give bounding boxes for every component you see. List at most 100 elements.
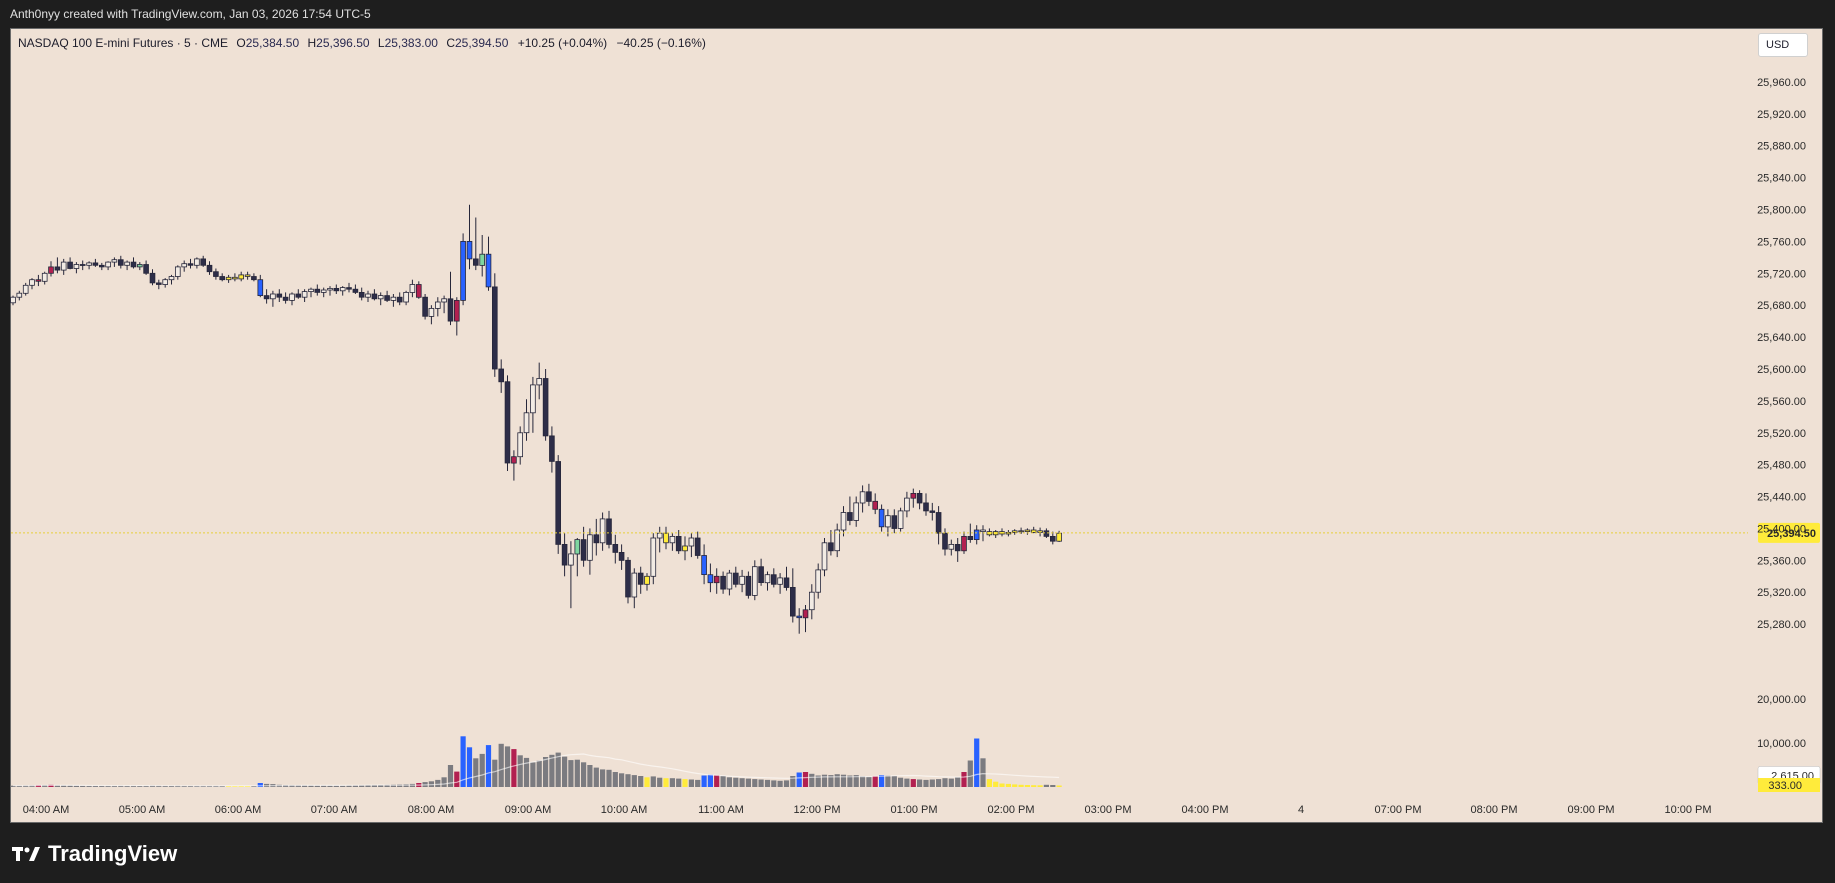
candle-body [942,532,948,550]
volume-bar [860,776,866,787]
time-tick-label: 03:00 PM [1084,804,1131,816]
change-total: −40.25 (−0.16%) [616,36,706,50]
candle-body [35,279,42,282]
candle-body [333,287,340,292]
candle-body [118,259,124,266]
volume-bar [745,778,751,787]
candle-body [568,553,574,566]
candle-body [60,261,67,271]
price-tick-label: 25,880.00 [1757,141,1806,153]
volume-bar [669,778,675,787]
volume-bar [384,784,390,787]
candle-body [973,529,980,541]
volume-bar [435,779,441,787]
volume-ma-line [13,753,1060,787]
volume-bar [929,779,935,787]
volume-bar [847,775,853,787]
candle-body [561,544,568,566]
candle-body [479,253,485,266]
volume-bar [967,760,973,787]
volume-bar [454,771,460,787]
volume-bar [536,760,542,787]
volume-bar [555,752,561,787]
volume-bar [54,785,60,787]
chart-frame[interactable] [10,28,1823,823]
chart-caption: Anth0nyy created with TradingView.com, J… [10,7,371,21]
candle-body [339,287,346,292]
volume-bar [549,754,555,787]
volume-bar [308,785,314,787]
candle-body [466,240,473,260]
candle-body [409,284,416,293]
candle-body [16,292,23,298]
volume-bar [657,777,663,787]
candle-body [504,381,511,464]
candle-body [606,518,612,545]
candle-body [574,539,581,555]
volume-bar [473,758,479,787]
price-tick-label: 25,440.00 [1757,492,1806,504]
volume-bar [314,785,320,787]
candle-body [948,544,955,550]
volume-bar [1018,784,1024,787]
volume-bar [67,785,73,787]
candle-body [181,263,188,268]
candle-body [111,259,118,263]
currency-selector[interactable]: USD [1758,33,1808,57]
volume-bar [511,749,517,787]
candle-body [149,272,156,284]
volume-bar [707,774,713,787]
volume-bar [986,779,992,787]
candle-body [694,537,701,556]
candle-body [809,591,815,611]
volume-bar [168,785,175,787]
volume-bar [764,779,771,787]
candle-body [225,276,232,281]
candle-body [168,276,175,281]
volume-bar [156,785,162,787]
volume-bars [10,736,1062,787]
candle-body [701,555,707,576]
price-tick-label: 25,280.00 [1757,619,1806,631]
time-tick-label: 07:00 AM [311,804,357,816]
candle-body [390,296,397,301]
volume-bar [644,777,650,787]
volume-bar [625,774,631,787]
volume-bar [530,762,536,787]
price-tick-label: 25,400.00 [1757,523,1806,535]
candle-body [1018,530,1024,533]
candle-body [428,307,435,317]
low-value: 25,383.00 [384,36,438,50]
candle-body [713,575,720,584]
candle-body [308,288,314,293]
candle-body [73,264,80,269]
candle-body [10,296,16,304]
candle-body [377,295,384,300]
close-label: C [446,36,455,50]
time-axis[interactable]: 04:00 AM 05:00 AM 06:00 AM 07:00 AM 08:00 AM… [23,804,1712,816]
candle-body [346,287,352,290]
volume-bar [371,785,377,787]
volume-bar [466,747,473,787]
volume-bar [663,778,669,787]
symbol-title[interactable]: NASDAQ 100 E-mini Futures · 5 · CME [18,36,229,50]
volume-bar [29,785,35,787]
candle-body [771,574,777,585]
candle-body [783,577,790,588]
volume-bar [790,776,796,787]
candle-body [422,296,428,317]
volume-bar [1050,785,1056,787]
price-axis[interactable]: 25,960.00 25,920.00 25,880.00 25,840.00 25,8… [1757,77,1806,750]
volume-bar [1037,785,1043,787]
volume-bar [695,779,701,787]
candle-body [320,289,327,293]
candle-body [1024,529,1031,533]
candle-body [282,296,289,301]
candle-body [143,264,149,274]
volume-bar [771,780,777,787]
close-value: 25,394.50 [454,36,509,50]
last-volume-label: 333.00 [1768,780,1802,792]
candle-body [904,497,910,512]
candle-body [618,552,625,561]
